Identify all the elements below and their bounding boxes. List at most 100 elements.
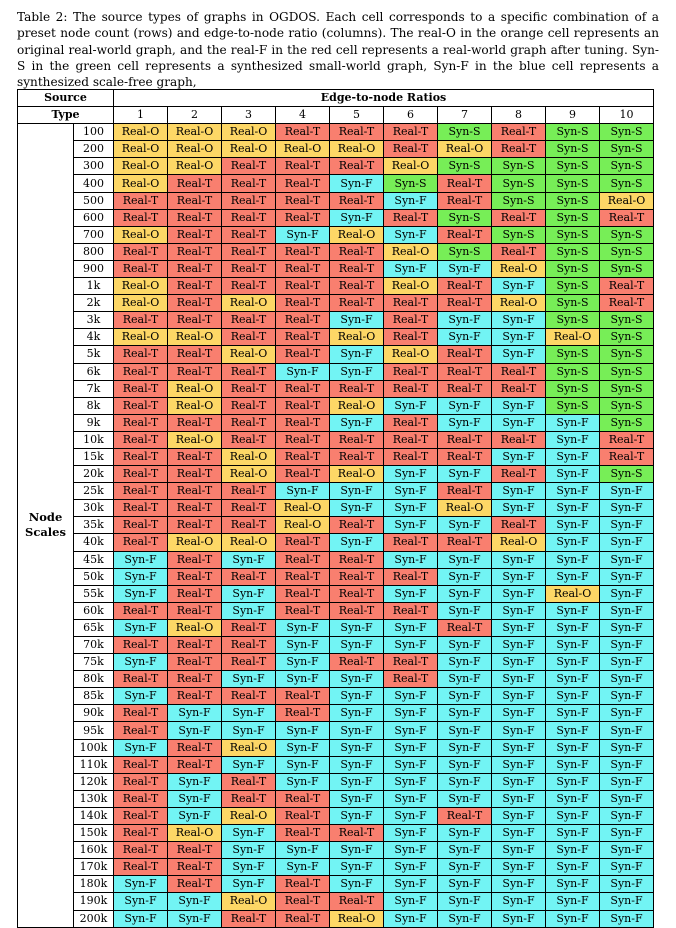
table-cell-real-t: Real-T	[275, 909, 330, 928]
row-label: 55k	[73, 584, 114, 603]
table-cell-syn-f: Syn-F	[329, 841, 384, 860]
table-cell-syn-s: Syn-S	[599, 123, 654, 142]
table-cell-syn-f: Syn-F	[437, 465, 492, 484]
table-cell-syn-f: Syn-F	[383, 721, 438, 740]
table-cell-syn-f: Syn-F	[545, 601, 600, 620]
table-cell-syn-f: Syn-F	[221, 858, 276, 877]
table-row: 150k Real-T Real-O Syn-F Real-T Real-T Syn-F Sy…	[18, 824, 654, 843]
table-cell-syn-f: Syn-F	[383, 499, 438, 518]
table-cell-syn-s: Syn-S	[545, 191, 600, 210]
table-row: 190k Syn-F Syn-F Real-O Real-T Real-T Syn-F Syn…	[18, 892, 654, 911]
column-header-8: 8	[491, 106, 546, 125]
table-cell-syn-f: Syn-F	[383, 225, 438, 244]
table-cell-real-o: Real-O	[329, 396, 384, 415]
table-cell-syn-f: Syn-F	[437, 875, 492, 894]
table-row: 2k Real-O Real-T Real-O Real-T Real-T Real-T Re…	[18, 294, 654, 313]
table-cell-syn-f: Syn-F	[491, 721, 546, 740]
table-row: 65k Syn-F Real-O Real-T Syn-F Syn-F Syn-F Real-…	[18, 618, 654, 638]
table-cell-real-t: Real-T	[167, 482, 222, 501]
table-cell-real-o: Real-O	[545, 584, 600, 603]
table-row: 3k Real-T Real-T Real-T Real-T Syn-F Real-T Syn…	[18, 311, 654, 330]
column-header-6: 6	[383, 106, 438, 125]
table-cell-syn-f: Syn-F	[329, 482, 384, 501]
table-cell-syn-f: Syn-F	[437, 550, 492, 569]
table-cell-real-t: Real-T	[113, 601, 168, 620]
table-cell-real-t: Real-T	[167, 294, 222, 313]
table-cell-syn-f: Syn-F	[167, 721, 222, 740]
table-cell-real-t: Real-T	[167, 584, 222, 603]
table-cell-real-t: Real-T	[113, 704, 168, 723]
table-row: 50k Syn-F Real-T Real-T Real-T Real-T Real-T Sy…	[18, 567, 654, 586]
table-cell-syn-s: Syn-S	[545, 345, 600, 364]
table-cell-syn-f: Syn-F	[599, 755, 654, 774]
table-cell-real-t: Real-T	[113, 721, 168, 740]
table-cell-real-t: Real-T	[113, 465, 168, 484]
table-cell-syn-f: Syn-F	[599, 601, 654, 620]
table-cell-real-o: Real-O	[383, 277, 438, 296]
table-cell-syn-f: Syn-F	[545, 875, 600, 894]
table-cell-real-t: Real-T	[383, 430, 438, 449]
table-cell-real-o: Real-O	[221, 533, 276, 552]
table-cell-syn-s: Syn-S	[545, 259, 600, 279]
table-cell-real-t: Real-T	[113, 362, 168, 381]
table-cell-syn-s: Syn-S	[599, 242, 654, 261]
table-cell-syn-f: Syn-F	[491, 482, 546, 501]
table-cell-real-t: Real-T	[167, 447, 222, 467]
table-cell-real-o: Real-O	[113, 225, 168, 244]
table-cell-syn-f: Syn-F	[221, 721, 276, 740]
table-cell-syn-f: Syn-F	[329, 362, 384, 381]
table-cell-real-o: Real-O	[491, 259, 546, 279]
table-cell-syn-f: Syn-F	[275, 721, 330, 740]
table-cell-syn-f: Syn-F	[599, 892, 654, 911]
table-row: 70k Real-T Real-T Real-T Syn-F Syn-F Syn-F Syn-…	[18, 635, 654, 655]
table-cell-syn-f: Syn-F	[275, 482, 330, 501]
table-cell-syn-f: Syn-F	[545, 670, 600, 689]
column-header-2: 2	[167, 106, 222, 125]
table-cell-real-t: Real-T	[221, 277, 276, 296]
table-cell-real-t: Real-T	[221, 772, 276, 791]
table-cell-real-t: Real-T	[383, 311, 438, 330]
table-cell-syn-f: Syn-F	[329, 311, 384, 330]
table-cell-syn-f: Syn-F	[437, 909, 492, 928]
row-label: 65k	[73, 618, 114, 638]
table-cell-syn-f: Syn-F	[491, 909, 546, 928]
table-cell-real-t: Real-T	[275, 465, 330, 484]
table-cell-syn-f: Syn-F	[545, 858, 600, 877]
table-cell-syn-s: Syn-S	[545, 157, 600, 176]
table-cell-real-t: Real-T	[491, 465, 546, 484]
table-cell-syn-f: Syn-F	[491, 670, 546, 689]
table-cell-real-t: Real-T	[113, 208, 168, 227]
table-cell-real-t: Real-T	[113, 533, 168, 552]
table-cell-syn-f: Syn-F	[167, 892, 222, 911]
row-label: 3k	[73, 311, 114, 330]
row-label: 10k	[73, 430, 114, 449]
row-label: 900	[73, 259, 114, 279]
table-cell-real-t: Real-T	[383, 653, 438, 672]
table-cell-real-t: Real-T	[329, 892, 384, 911]
table-cell-real-o: Real-O	[113, 277, 168, 296]
table-cell-real-t: Real-T	[437, 225, 492, 244]
table-cell-real-t: Real-T	[383, 567, 438, 586]
table-cell-real-t: Real-T	[437, 277, 492, 296]
table-cell-real-t: Real-T	[113, 345, 168, 364]
row-label: 9k	[73, 413, 114, 432]
table-cell-real-t: Real-T	[275, 174, 330, 193]
table-cell-real-t: Real-T	[275, 567, 330, 586]
table-cell-real-t: Real-T	[113, 789, 168, 808]
table-cell-syn-f: Syn-F	[545, 516, 600, 535]
corner-header-source: Source	[17, 88, 114, 108]
table-cell-syn-f: Syn-F	[383, 806, 438, 826]
table-cell-syn-f: Syn-F	[545, 755, 600, 774]
table-cell-syn-f: Syn-F	[437, 670, 492, 689]
table-cell-syn-f: Syn-F	[113, 550, 168, 569]
table-cell-syn-f: Syn-F	[599, 499, 654, 518]
table-cell-syn-f: Syn-F	[383, 755, 438, 774]
table-row: 75k Syn-F Real-T Real-T Syn-F Real-T Real-T Syn…	[18, 653, 654, 672]
table-cell-syn-f: Syn-F	[491, 704, 546, 723]
table-cell-real-t: Real-T	[329, 516, 384, 535]
table-cell-real-o: Real-O	[329, 140, 384, 159]
table-cell-syn-s: Syn-S	[545, 277, 600, 296]
table-cell-syn-f: Syn-F	[329, 789, 384, 808]
table-cell-real-t: Real-T	[113, 824, 168, 843]
table-cell-real-t: Real-T	[275, 328, 330, 347]
